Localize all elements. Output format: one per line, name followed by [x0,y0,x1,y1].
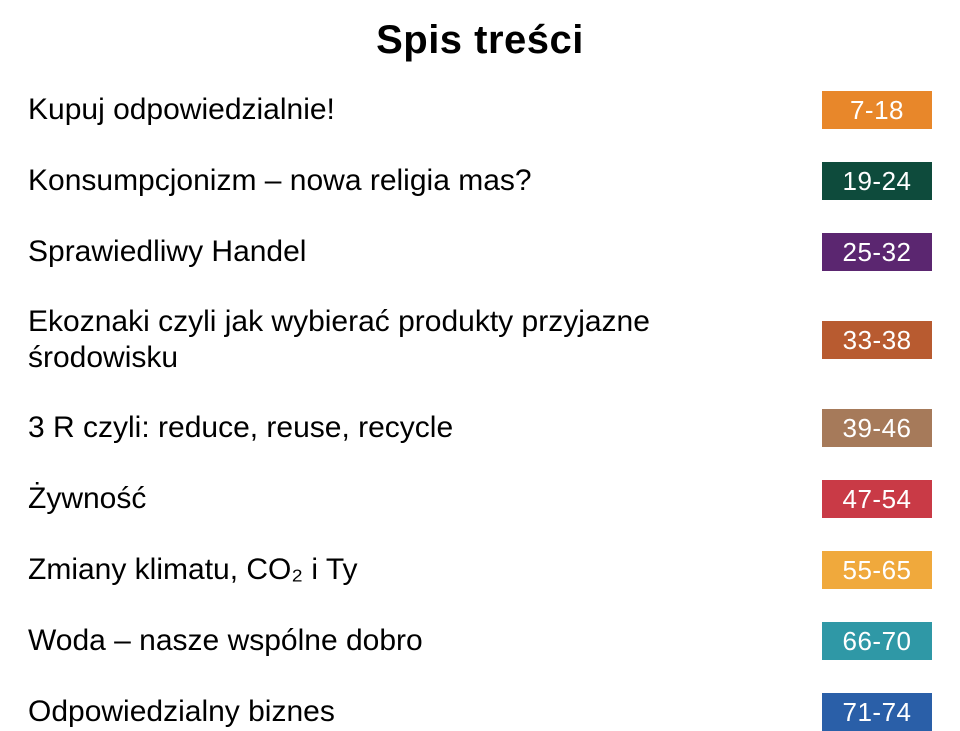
toc-row: Konsumpcjonizm – nowa religia mas?19-24 [28,162,932,200]
toc-label: Woda – nasze wspólne dobro [28,623,822,659]
toc-label: Kupuj odpowiedzialnie! [28,92,822,128]
toc-label: Sprawiedliwy Handel [28,234,822,270]
page-range-badge: 7-18 [822,91,932,129]
toc-label: Zmiany klimatu, CO₂ i Ty [28,552,822,588]
page-range-badge: 47-54 [822,480,932,518]
page-range-badge: 55-65 [822,551,932,589]
toc-row: Zmiany klimatu, CO₂ i Ty55-65 [28,551,932,589]
toc-row: Odpowiedzialny biznes71-74 [28,693,932,731]
toc-label: Ekoznaki czyli jak wybierać produkty prz… [28,304,822,376]
toc-label: Konsumpcjonizm – nowa religia mas? [28,163,822,199]
toc-row: Ekoznaki czyli jak wybierać produkty prz… [28,304,932,376]
toc-row: Kupuj odpowiedzialnie!7-18 [28,91,932,129]
toc-label: Odpowiedzialny biznes [28,694,822,730]
toc-rows: Kupuj odpowiedzialnie!7-18Konsumpcjonizm… [28,91,932,731]
page-range-badge: 71-74 [822,693,932,731]
toc-label: 3 R czyli: reduce, reuse, recycle [28,410,822,446]
page-container: Spis treści Kupuj odpowiedzialnie!7-18Ko… [0,0,960,679]
toc-label: Żywność [28,481,822,517]
page-title: Spis treści [28,18,932,63]
toc-row: Sprawiedliwy Handel25-32 [28,233,932,271]
page-range-badge: 33-38 [822,321,932,359]
page-range-badge: 39-46 [822,409,932,447]
toc-row: Woda – nasze wspólne dobro66-70 [28,622,932,660]
toc-row: 3 R czyli: reduce, reuse, recycle39-46 [28,409,932,447]
page-range-badge: 66-70 [822,622,932,660]
page-range-badge: 25-32 [822,233,932,271]
toc-row: Żywność47-54 [28,480,932,518]
page-range-badge: 19-24 [822,162,932,200]
